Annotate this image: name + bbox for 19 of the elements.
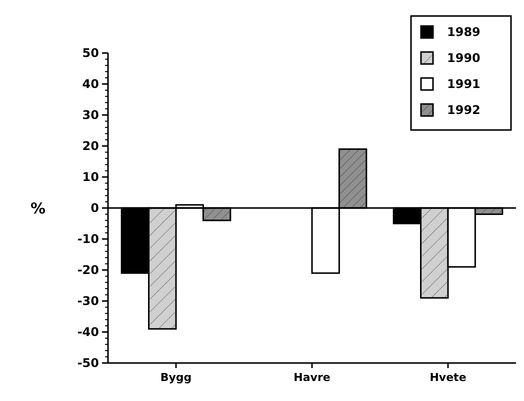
legend-label: 1991 (447, 77, 480, 92)
y-tick-label: -10 (77, 232, 99, 246)
y-tick-label: 30 (82, 108, 99, 122)
legend-label: 1990 (447, 51, 480, 66)
y-tick-label: -40 (77, 325, 99, 340)
y-tick-label: 50 (82, 46, 99, 60)
legend-label: 1992 (447, 103, 480, 118)
y-tick-label: -20 (77, 263, 99, 278)
y-tick-label: -30 (77, 294, 99, 308)
x-tick-label: Bygg (160, 371, 192, 384)
y-tick-label: 0 (90, 201, 99, 216)
y-tick-label: 40 (82, 77, 99, 92)
y-tick-label: 20 (82, 139, 99, 154)
legend-label: 1989 (447, 25, 480, 40)
y-tick-label: 10 (82, 170, 99, 184)
y-tick-label: -50 (77, 356, 99, 370)
x-tick-label: Havre (294, 371, 330, 384)
x-tick-label: Hvete (430, 371, 466, 384)
y-axis-title: % (30, 199, 46, 218)
